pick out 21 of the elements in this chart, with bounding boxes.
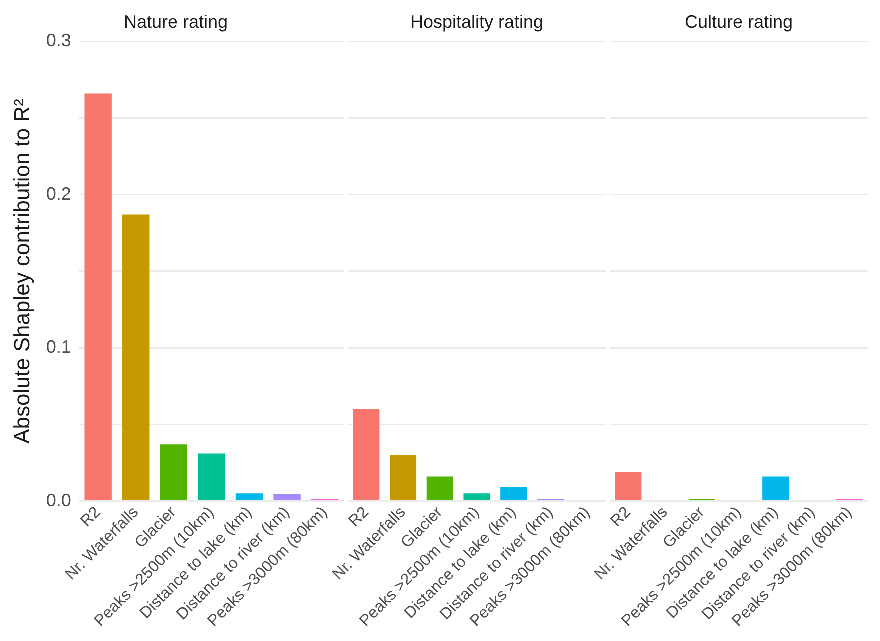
- bar: [390, 455, 417, 501]
- bar: [500, 488, 528, 501]
- y-tick-label: 0.3: [46, 30, 72, 51]
- bar: [236, 494, 264, 501]
- chart-title: Nature rating: [124, 12, 228, 32]
- chart-title: Hospitality rating: [410, 12, 544, 32]
- y-axis-title: Absolute Shapley contribution to R²: [9, 99, 34, 444]
- y-tick-label: 0.2: [46, 184, 72, 204]
- bar: [762, 476, 790, 501]
- bar: [615, 472, 642, 501]
- bar: [274, 494, 301, 501]
- bar: [426, 476, 454, 501]
- bar: [160, 444, 188, 501]
- bar: [84, 94, 112, 501]
- y-tick-label: 0.0: [46, 490, 72, 510]
- chart-title: Culture rating: [684, 12, 794, 32]
- y-tick-label: 0.1: [46, 337, 72, 358]
- bar: [464, 494, 490, 501]
- bar: [122, 214, 150, 501]
- bar: [198, 454, 226, 501]
- bar: [353, 409, 380, 501]
